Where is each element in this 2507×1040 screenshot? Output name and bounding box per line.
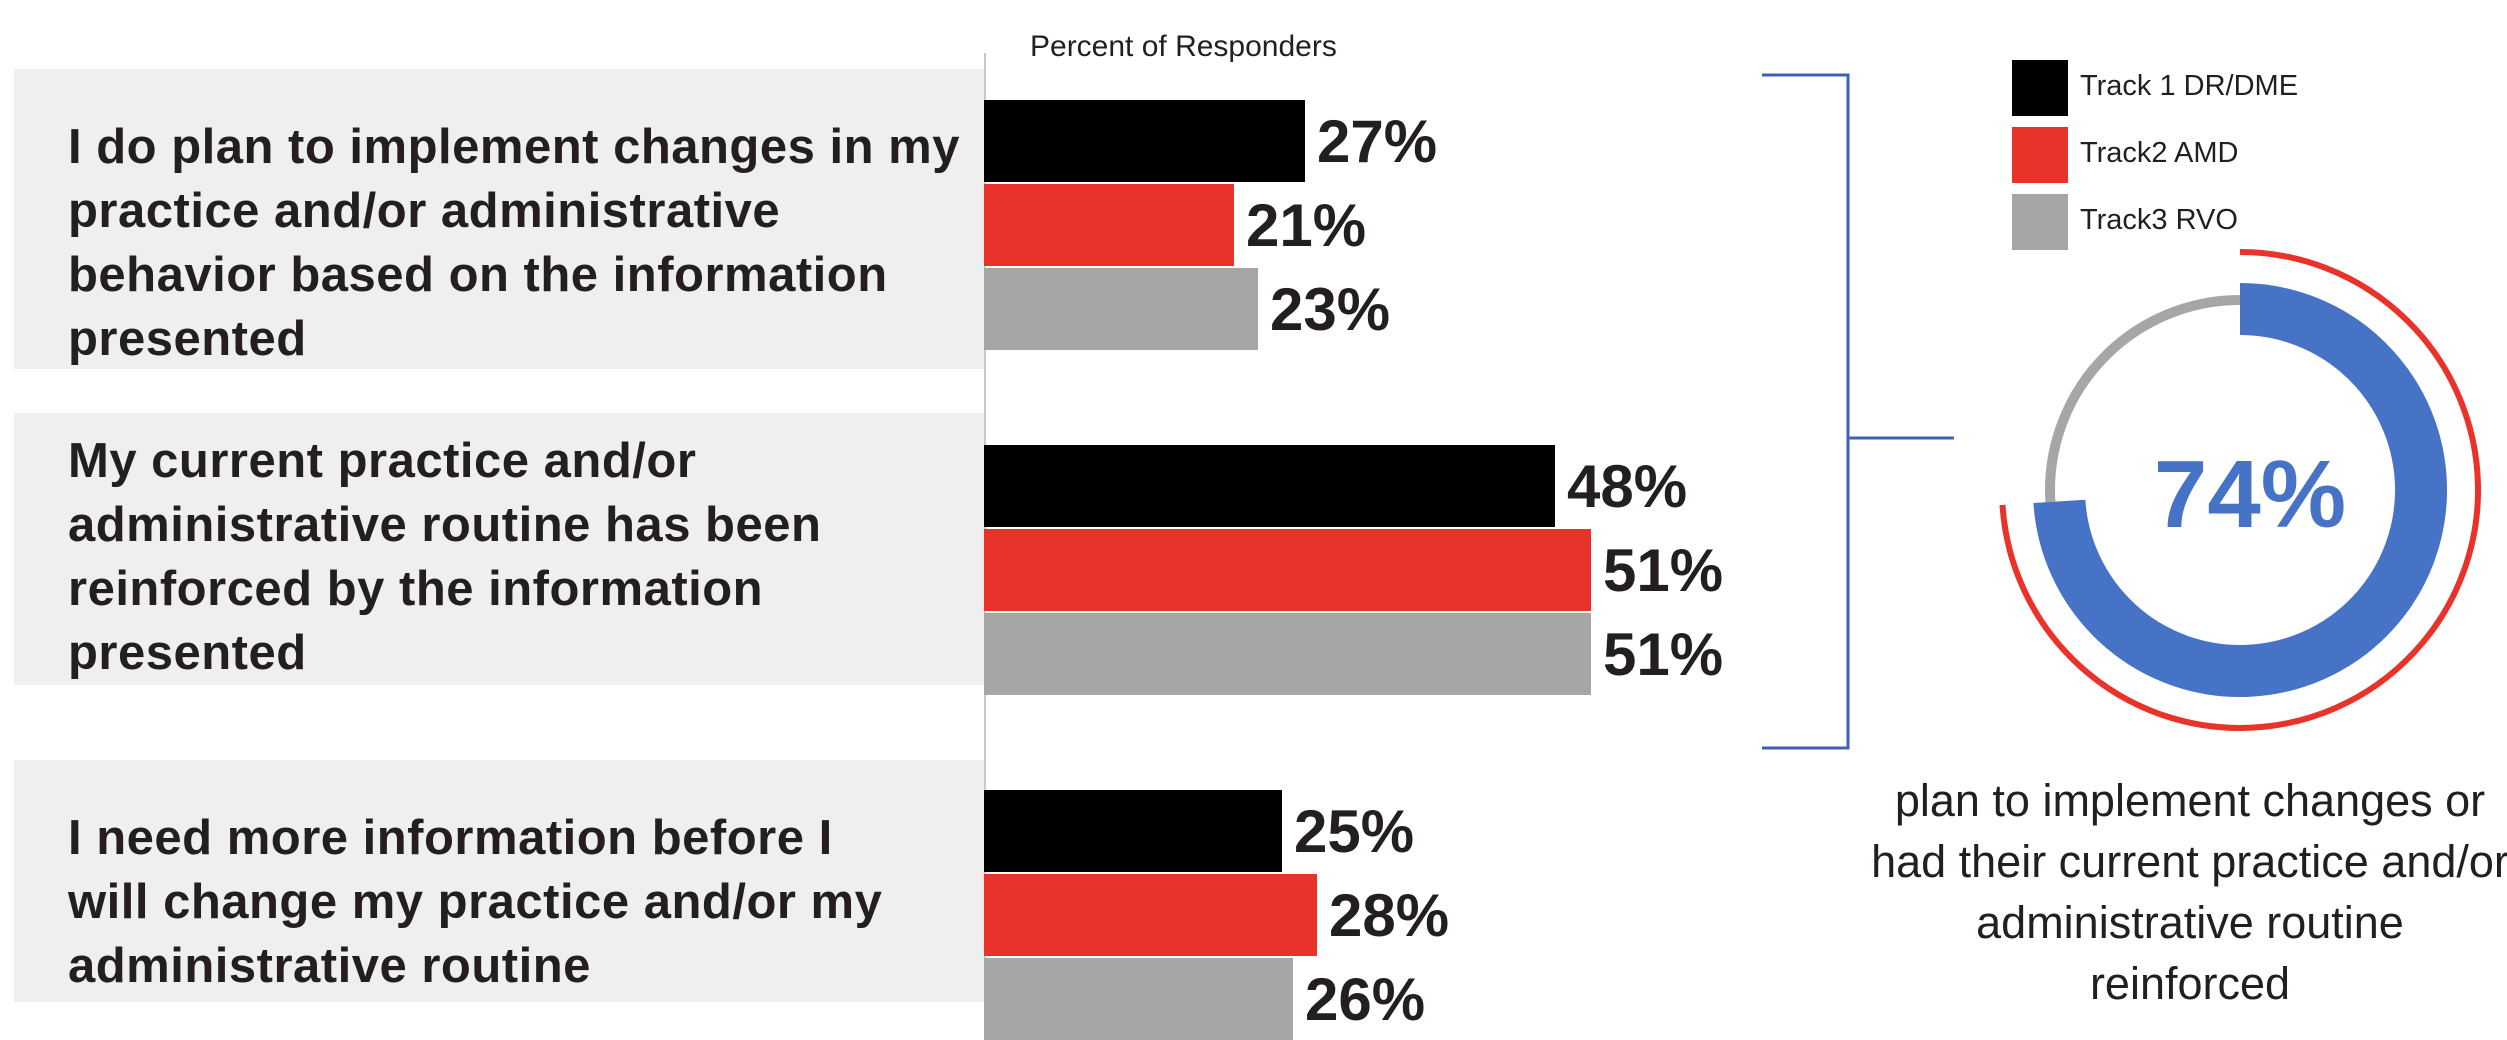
axis-title: Percent of Responders <box>1030 30 1337 63</box>
legend-swatch-track2 <box>2012 127 2068 183</box>
legend-label-track1: Track 1 DR/DME <box>2080 70 2299 102</box>
category-label-2: My current practice and/or administrativ… <box>68 434 822 680</box>
bar-track1-cat1 <box>984 100 1305 182</box>
bracket-connector <box>1762 73 1954 750</box>
bar-track3-cat1 <box>984 268 1258 350</box>
bar-label-track1-cat2: 48% <box>1567 453 1688 520</box>
category-label-1: I do plan to implement changes in my pra… <box>68 120 960 366</box>
category-panel-3 <box>14 760 984 1002</box>
bar-track2-cat3 <box>984 874 1317 956</box>
value-axis-line <box>984 53 986 1002</box>
bar-track1-cat2 <box>984 445 1555 527</box>
bar-label-track2-cat2: 51% <box>1603 537 1724 604</box>
bar-label-track3-cat1: 23% <box>1270 276 1391 343</box>
legend-label-track3: Track3 RVO <box>2080 204 2238 236</box>
legend-swatch-track3 <box>2012 194 2068 250</box>
bar-track3-cat2 <box>984 613 1591 695</box>
summary-donut-value: 74% <box>2153 441 2347 548</box>
category-panel-1 <box>14 69 984 369</box>
summary-donut <box>1999 249 2481 731</box>
bar-track2-cat2 <box>984 529 1591 611</box>
bar-label-track1-cat1: 27% <box>1317 108 1438 175</box>
bar-track1-cat3 <box>984 790 1282 872</box>
bar-track2-cat1 <box>984 184 1234 266</box>
category-label-3: I need more information before I will ch… <box>68 811 883 993</box>
legend-label-track2: Track2 AMD <box>2080 137 2239 169</box>
bar-label-track2-cat3: 28% <box>1329 882 1450 949</box>
summary-caption: plan to implement changes or had their c… <box>1871 775 2507 1009</box>
bar-label-track2-cat1: 21% <box>1246 192 1367 259</box>
donut-outline-arc <box>1999 249 2481 731</box>
category-panel-2 <box>14 413 984 685</box>
legend-swatch-track1 <box>2012 60 2068 116</box>
donut-remainder-arc <box>2045 295 2241 503</box>
bar-label-track1-cat3: 25% <box>1294 798 1415 865</box>
bar-label-track3-cat2: 51% <box>1603 621 1724 688</box>
donut-value-arc <box>2033 283 2448 697</box>
